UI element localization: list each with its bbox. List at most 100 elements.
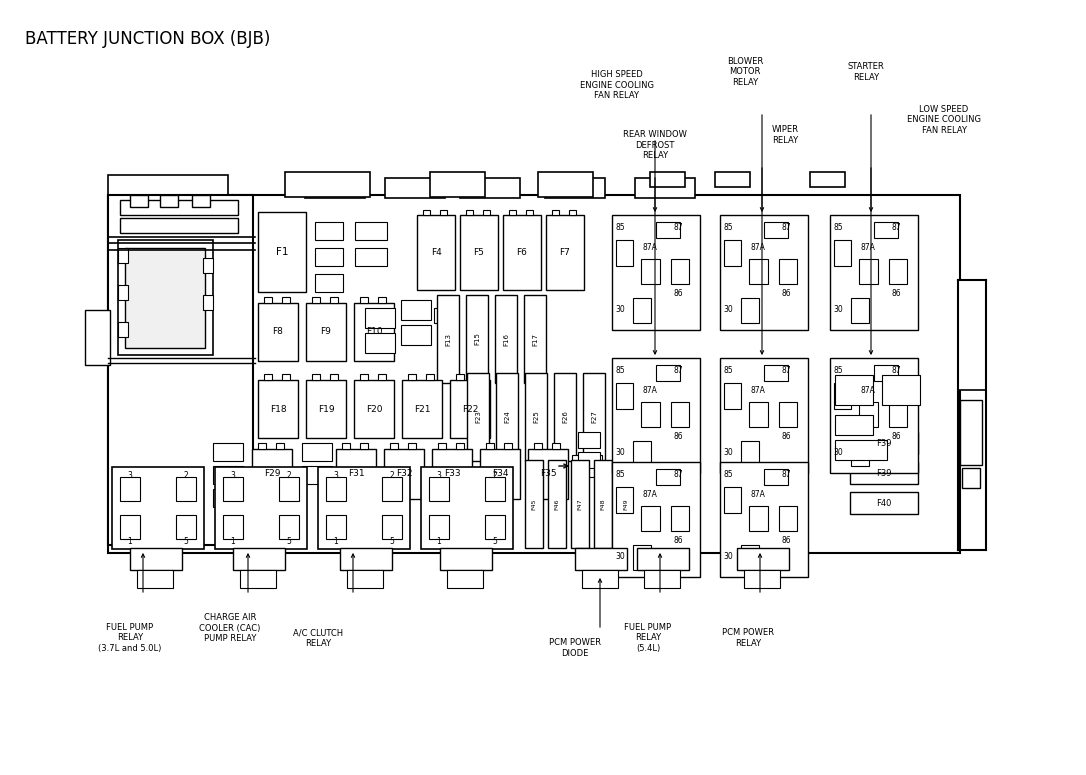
Text: F27: F27 <box>591 411 597 423</box>
Bar <box>737 548 790 570</box>
Bar <box>835 375 873 405</box>
Bar <box>447 570 483 588</box>
Bar <box>582 570 618 588</box>
Bar <box>430 172 485 197</box>
Text: 30: 30 <box>723 448 733 456</box>
Text: F15: F15 <box>473 332 480 346</box>
Bar <box>850 462 918 484</box>
Bar <box>282 298 290 303</box>
Bar <box>315 222 343 240</box>
Bar <box>467 373 489 461</box>
Bar <box>720 215 808 330</box>
Bar <box>438 443 446 449</box>
Text: 5: 5 <box>390 536 394 546</box>
Text: 86: 86 <box>673 536 683 545</box>
Bar <box>118 322 128 337</box>
Bar <box>616 384 633 408</box>
Text: 87A: 87A <box>750 386 766 394</box>
Text: 3: 3 <box>230 470 236 480</box>
Bar <box>483 210 491 215</box>
Bar <box>633 441 651 466</box>
Bar <box>384 449 424 499</box>
Bar <box>958 280 986 390</box>
Bar <box>744 570 780 588</box>
Text: F6: F6 <box>517 248 528 257</box>
Bar <box>233 548 285 570</box>
Bar <box>258 212 306 292</box>
Bar <box>213 443 243 461</box>
Bar <box>633 545 651 570</box>
Text: F18: F18 <box>269 405 287 414</box>
Bar <box>434 308 454 323</box>
Text: F47: F47 <box>578 498 582 510</box>
Bar <box>429 515 449 539</box>
Bar <box>613 215 700 330</box>
Bar <box>85 310 110 365</box>
Bar <box>456 443 464 449</box>
Bar <box>594 460 613 548</box>
Bar <box>426 374 434 380</box>
Text: F8: F8 <box>273 328 283 336</box>
Bar <box>617 460 635 548</box>
Bar <box>720 462 808 577</box>
Bar <box>408 443 416 449</box>
Bar <box>119 218 238 233</box>
Bar <box>508 210 516 215</box>
Bar <box>473 374 482 380</box>
Bar <box>326 515 346 539</box>
Bar <box>252 449 292 499</box>
Text: 85: 85 <box>723 223 733 232</box>
Bar <box>763 222 787 238</box>
Text: F33: F33 <box>444 470 460 478</box>
Bar <box>633 298 651 323</box>
Bar <box>215 467 307 549</box>
Bar <box>779 506 796 531</box>
Bar <box>125 248 205 348</box>
Bar <box>130 548 182 570</box>
Bar <box>421 467 513 549</box>
Bar <box>112 467 204 549</box>
Bar <box>460 178 520 198</box>
Bar <box>496 373 518 461</box>
Text: F45: F45 <box>531 498 536 510</box>
Text: F49: F49 <box>623 498 629 510</box>
Text: 86: 86 <box>892 289 901 298</box>
Text: 87: 87 <box>782 223 792 232</box>
Bar <box>830 215 918 330</box>
Text: F35: F35 <box>540 470 556 478</box>
Bar <box>137 570 173 588</box>
Text: 85: 85 <box>723 470 733 479</box>
Text: 30: 30 <box>616 552 626 561</box>
Bar <box>422 210 430 215</box>
Bar <box>859 259 879 284</box>
Bar <box>779 401 796 427</box>
Text: 87A: 87A <box>643 243 658 252</box>
Bar <box>641 506 660 531</box>
Text: F13: F13 <box>445 332 451 346</box>
Bar <box>651 172 685 187</box>
Bar <box>578 432 599 448</box>
Bar <box>264 374 272 380</box>
Bar <box>715 172 750 187</box>
Bar <box>401 325 431 345</box>
Bar <box>119 515 140 539</box>
Bar <box>382 477 402 501</box>
Bar <box>390 443 397 449</box>
Text: 87: 87 <box>673 223 683 232</box>
Text: F32: F32 <box>395 470 413 478</box>
Bar <box>874 222 898 238</box>
Bar <box>401 300 431 320</box>
Bar <box>525 295 546 383</box>
Bar <box>720 358 808 473</box>
Bar <box>359 443 368 449</box>
Text: F29: F29 <box>264 470 280 478</box>
Text: F39: F39 <box>876 439 892 447</box>
Bar <box>859 401 879 427</box>
Bar <box>119 200 238 215</box>
Bar <box>276 443 285 449</box>
Bar <box>583 373 605 461</box>
Text: 5: 5 <box>184 536 189 546</box>
Bar <box>326 477 346 501</box>
Text: 87A: 87A <box>750 490 766 498</box>
Text: 87: 87 <box>673 470 683 479</box>
